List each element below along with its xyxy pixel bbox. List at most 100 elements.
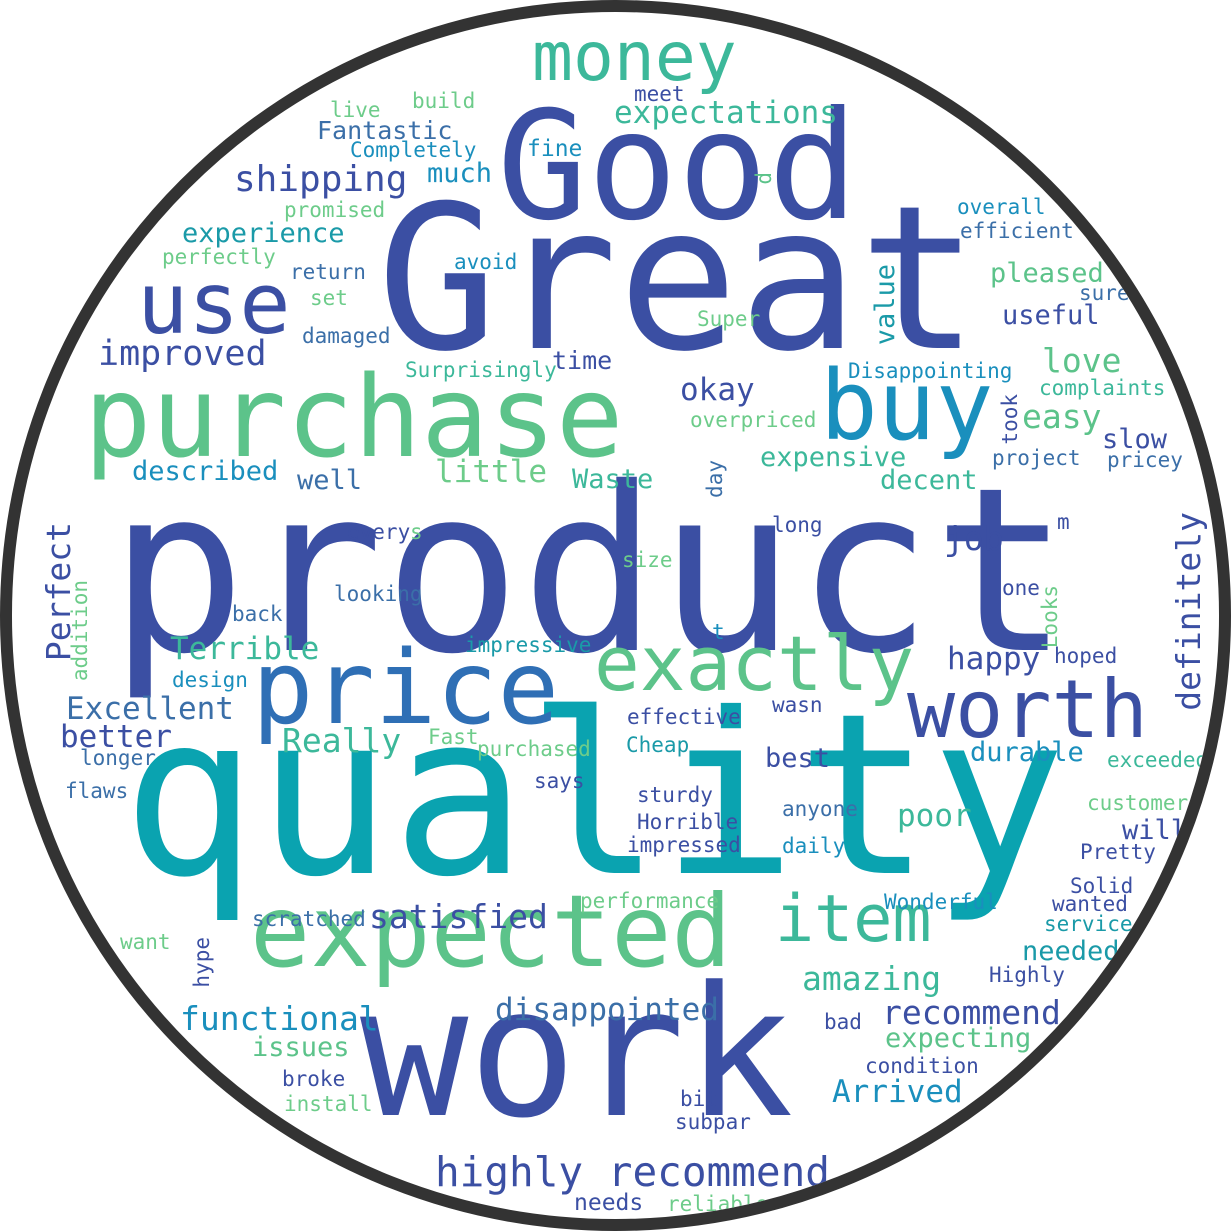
word-better: better (60, 719, 172, 755)
word-sturdy: sturdy (637, 783, 713, 807)
word-useful: useful (1002, 300, 1100, 331)
word-t: t (712, 620, 725, 644)
word-satisfied: satisfied (369, 897, 548, 936)
word-fantastic: Fantastic (317, 116, 453, 145)
word-s: s (410, 520, 423, 544)
word-buy: buy (820, 350, 994, 462)
word-looking: looking (334, 582, 423, 606)
word-well: well (297, 465, 363, 496)
word-efficient: efficient (960, 219, 1074, 243)
word-amazing: amazing (802, 959, 942, 998)
word-customer: customer (1087, 791, 1189, 815)
word-wonderful: Wonderful (884, 890, 998, 914)
word-return: return (290, 260, 366, 284)
word-set: set (310, 286, 348, 310)
word-design: design (172, 668, 248, 692)
word-impressed: impressed (627, 833, 741, 857)
word-good: Good (497, 80, 859, 254)
word-overpriced: overpriced (690, 408, 817, 432)
word-item: item (775, 882, 932, 957)
word-highly-recommend: highly recommend (435, 1148, 830, 1196)
word-overall: overall (957, 195, 1046, 219)
word-service: service (1044, 912, 1133, 936)
word-price: price (252, 629, 560, 748)
word-best: best (765, 743, 831, 774)
word-longer: longer (80, 746, 156, 770)
word-back: back (232, 602, 283, 626)
word-experience: experience (182, 218, 345, 249)
word-reliable: reliable (667, 1192, 769, 1216)
word-durable: durable (970, 737, 1084, 768)
word-needed: needed (1022, 936, 1120, 967)
word-pricey: pricey (1107, 448, 1183, 472)
word-hype: hype (190, 937, 214, 988)
word-quality: quality (122, 665, 1067, 926)
word-wasn: wasn (772, 693, 823, 717)
word-size: size (622, 548, 673, 572)
word-expectations: expectations (614, 95, 838, 131)
word-m: m (1057, 510, 1070, 534)
word-long: long (772, 513, 823, 537)
word-avoid: avoid (454, 250, 518, 274)
word-surprisingly: Surprisingly (405, 358, 557, 382)
word-live: live (330, 98, 381, 122)
word-purchased: purchased (477, 737, 591, 761)
word-promised: promised (284, 198, 386, 222)
word-really: Really (282, 721, 402, 760)
word-definitely: definitely (1169, 512, 1208, 711)
word-worth: worth (907, 663, 1148, 756)
word-decent: decent (880, 465, 978, 496)
word-value: value (870, 264, 901, 346)
word-expecting: expecting (885, 1023, 1032, 1054)
word-shipping: shipping (234, 159, 408, 200)
word-poor: poor (897, 798, 972, 834)
word-perfectly: perfectly (162, 245, 276, 269)
word-product: product (109, 438, 1070, 704)
word-excellent: Excellent (66, 691, 234, 727)
word-job: job (944, 519, 1004, 558)
word-super: Super (697, 307, 761, 331)
word-fine: fine (527, 136, 583, 162)
word-horrible: Horrible (637, 810, 739, 834)
word-condition: condition (865, 1054, 979, 1078)
word-love: love (1042, 341, 1122, 380)
word-pleased: pleased (990, 258, 1104, 289)
word-functional: functional (180, 999, 379, 1038)
word-subpar: subpar (675, 1110, 751, 1134)
word-improved: improved (98, 334, 267, 374)
word-bad: bad (824, 1010, 862, 1034)
word-happy: happy (947, 641, 1041, 677)
word-scratched: scratched (252, 907, 366, 931)
word-one: one (1002, 576, 1040, 600)
word-project: project (992, 446, 1081, 470)
word-expected: expected (250, 873, 732, 990)
word-damaged: damaged (302, 324, 391, 348)
word-much: much (427, 158, 493, 189)
word-bit: bit (680, 1087, 718, 1111)
word-hoped: hoped (1054, 644, 1118, 668)
word-complaints: complaints (1039, 376, 1166, 400)
word-took: took (998, 394, 1022, 445)
word-build: build (412, 89, 476, 113)
word-anyone: anyone (782, 797, 858, 821)
word-impressive: impressive (465, 633, 592, 657)
word-daily: daily (782, 834, 846, 858)
word-day: day (703, 460, 727, 498)
word-great: Great (377, 163, 980, 396)
word-exactly: exactly (594, 619, 915, 708)
word-okay: okay (680, 372, 755, 408)
word-disappointed: disappointed (495, 992, 719, 1028)
word-sure: sure (1079, 281, 1130, 305)
word-effective: effective (627, 705, 741, 729)
word-solid: Solid (1070, 874, 1134, 898)
word-completely: Completely (350, 138, 477, 162)
word-d: d (752, 172, 776, 185)
word-looks: Looks (1038, 585, 1062, 649)
word-terrible: Terrible (170, 631, 320, 667)
word-meet: meet (634, 82, 685, 106)
word-addition: addition (68, 580, 92, 682)
word-fast: Fast (428, 725, 479, 749)
word-time: time (552, 346, 613, 375)
word-wanted: wanted (1052, 892, 1128, 916)
